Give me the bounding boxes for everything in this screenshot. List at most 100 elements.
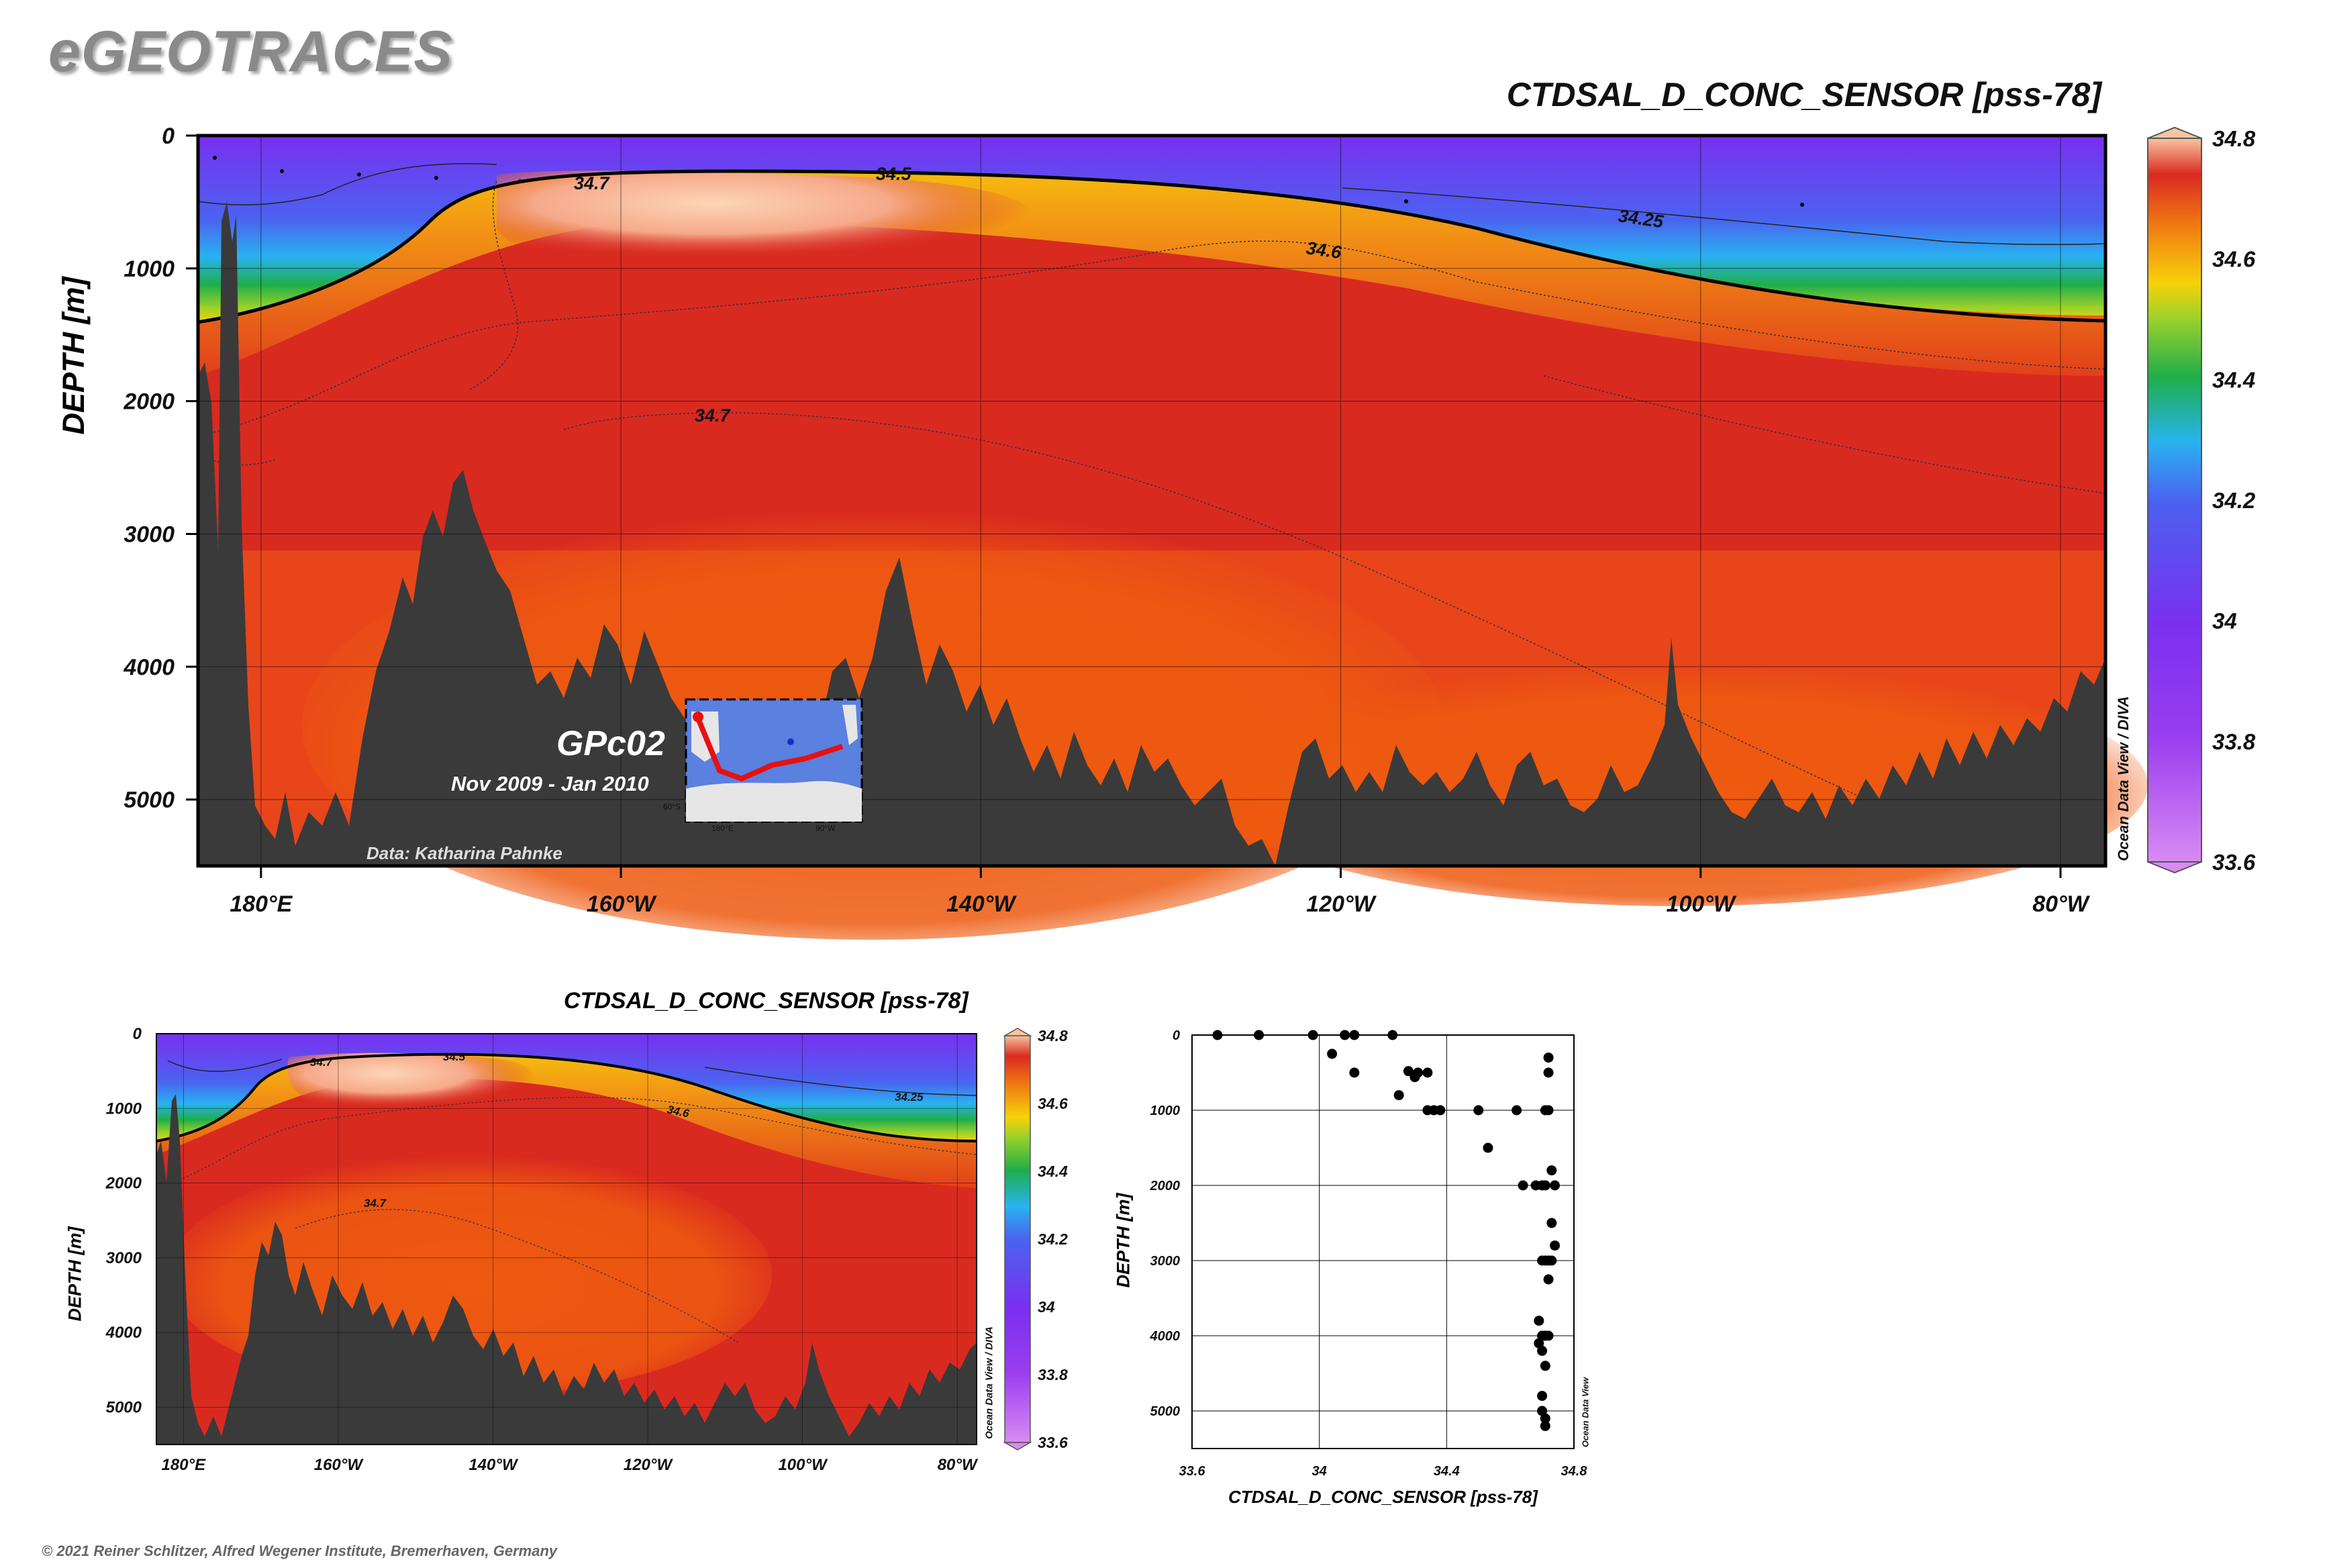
small-colorbar-tick-label: 34.2 <box>1038 1230 1068 1248</box>
small-colorbar-tick-label: 33.6 <box>1038 1434 1068 1451</box>
scatter-point <box>1483 1142 1493 1153</box>
scatter-point <box>1349 1067 1360 1078</box>
main-xtick-label: 160°W <box>587 891 657 917</box>
scatter-point <box>1543 1105 1554 1116</box>
main-colorbar-tick-label: 34.6 <box>2212 247 2256 272</box>
scatter-point <box>1540 1180 1550 1191</box>
scatter-odv-credit: Ocean Data View <box>1580 1377 1591 1448</box>
main-colorbar: 34.8 34.6 34.4 34.2 34 33.8 33.6 <box>2147 126 2256 875</box>
scatter-ytick-label: 0 <box>1173 1028 1180 1043</box>
main-xtick-label: 180°E <box>230 891 293 917</box>
small-colorbar: 34.8 34.6 34.4 34.2 34 33.8 33.6 <box>1003 1027 1068 1451</box>
scatter-point <box>1393 1090 1404 1101</box>
scatter-point <box>1546 1165 1557 1176</box>
main-ytick-label: 5000 <box>123 787 175 813</box>
small-xtick-label: 120°W <box>624 1456 674 1474</box>
small-section-ylabel: DEPTH [m] <box>64 1226 85 1322</box>
small-section-title: CTDSAL_D_CONC_SENSOR [pss-78] <box>564 988 969 1014</box>
small-colorbar-tick-label: 33.8 <box>1038 1366 1068 1383</box>
scatter-point <box>1327 1048 1338 1059</box>
scatter-xtick-label: 33.6 <box>1179 1464 1206 1479</box>
main-ytick-label: 2000 <box>123 389 175 415</box>
scatter-ytick-label: 4000 <box>1150 1329 1181 1344</box>
main-colorbar-tick-label: 34.8 <box>2212 126 2256 151</box>
scatter-ytick-label: 3000 <box>1150 1254 1181 1269</box>
cruise-label: GPc02 <box>556 724 665 763</box>
small-ytick-label: 1000 <box>106 1099 142 1118</box>
main-section-title: CTDSAL_D_CONC_SENSOR [pss-78] <box>1506 76 2101 113</box>
small-contour-label-34.7-top: 34.7 <box>310 1056 334 1069</box>
main-xtick-label: 80°W <box>2032 891 2090 917</box>
small-xtick-label: 180°E <box>162 1456 207 1474</box>
scatter-ytick-label: 5000 <box>1150 1404 1181 1419</box>
main-ytick-label: 1000 <box>123 256 175 282</box>
contour-label-34.6: 34.6 <box>1305 238 1343 262</box>
scatter-xlabel: CTDSAL_D_CONC_SENSOR [pss-78] <box>1228 1487 1538 1507</box>
scatter-ylabel: DEPTH [m] <box>1113 1193 1134 1288</box>
small-colorbar-tick-label: 34.4 <box>1038 1163 1068 1180</box>
scatter-point <box>1540 1361 1550 1371</box>
scatter-point <box>1550 1240 1561 1251</box>
contour-label-34.7-deep: 34.7 <box>695 405 732 426</box>
main-xtick-label: 140°W <box>946 891 1017 917</box>
scatter-xtick-label: 34.4 <box>1434 1464 1460 1479</box>
scatter-point <box>1540 1420 1550 1431</box>
scatter-point <box>1540 1413 1550 1424</box>
scatter-point <box>1537 1391 1548 1402</box>
small-xtick-label: 140°W <box>468 1456 519 1474</box>
main-odv-credit: Ocean Data View / DIVA <box>2115 696 2132 861</box>
scatter-point <box>1546 1255 1557 1266</box>
small-ytick-label: 4000 <box>105 1324 142 1342</box>
small-contour-label-34.5: 34.5 <box>443 1050 466 1063</box>
inset-lon-90w-label: 90°W <box>815 824 836 833</box>
small-odv-credit: Ocean Data View / DIVA <box>983 1326 995 1439</box>
scatter-point <box>1543 1052 1554 1063</box>
main-colorbar-tick-label: 33.8 <box>2212 729 2256 754</box>
scatter-point <box>1473 1105 1484 1116</box>
main-colorbar-tick-label: 34.4 <box>2212 367 2255 392</box>
small-xtick-label: 160°W <box>314 1456 364 1474</box>
scatter-point <box>1543 1330 1554 1341</box>
small-colorbar-tick-label: 34 <box>1038 1298 1055 1316</box>
scatter-point <box>1534 1338 1544 1349</box>
small-colorbar-tick-label: 34.8 <box>1038 1027 1068 1044</box>
scatter-point <box>1550 1180 1561 1191</box>
scatter-xtick-label: 34.8 <box>1561 1464 1588 1479</box>
scatter-point <box>1537 1345 1548 1356</box>
main-ytick-label: 3000 <box>123 522 175 547</box>
scatter-point <box>1403 1066 1414 1077</box>
main-colorbar-tick-label: 34 <box>2212 609 2237 634</box>
cruise-dates: Nov 2009 - Jan 2010 <box>451 772 649 795</box>
main-colorbar-tick-label: 34.2 <box>2212 488 2256 513</box>
scatter-point <box>1518 1180 1528 1191</box>
main-colorbar-tick-label: 33.6 <box>2212 850 2256 875</box>
small-colorbar-tick-label: 34.6 <box>1038 1095 1068 1112</box>
scatter-point <box>1543 1067 1554 1078</box>
inset-lat-label: 60°S <box>663 802 681 812</box>
inset-lon-180-label: 180°E <box>711 824 734 833</box>
scatter-point <box>1546 1218 1557 1228</box>
brand-logo: eGEOTRACES <box>48 19 453 84</box>
copyright-notice: © 2021 Reiner Schlitzer, Alfred Wegener … <box>42 1542 558 1559</box>
main-ytick-label: 4000 <box>123 654 175 680</box>
main-xtick-label: 120°W <box>1306 891 1377 917</box>
scatter-point <box>1512 1105 1522 1116</box>
inset-map: 180°E 90°W 60°S <box>663 698 863 833</box>
small-xtick-label: 80°W <box>938 1456 979 1474</box>
scatter-ytick-label: 1000 <box>1150 1104 1181 1118</box>
contour-label-34.5: 34.5 <box>876 164 912 184</box>
main-xtick-label: 100°W <box>1667 891 1737 917</box>
main-ytick-label: 0 <box>162 124 175 149</box>
scatter-point <box>1534 1316 1544 1326</box>
small-ytick-label: 5000 <box>106 1398 142 1416</box>
contour-label-34.7-top: 34.7 <box>574 173 611 193</box>
scatter-point <box>1413 1067 1424 1078</box>
small-ytick-label: 3000 <box>106 1249 142 1267</box>
scatter-point <box>1537 1406 1548 1416</box>
scatter-ytick-label: 2000 <box>1150 1179 1181 1193</box>
scatter-point <box>1543 1274 1554 1285</box>
scatter-point <box>1435 1105 1446 1116</box>
data-credit: Data: Katharina Pahnke <box>366 843 562 863</box>
small-contour-label-34.25: 34.25 <box>895 1091 924 1104</box>
